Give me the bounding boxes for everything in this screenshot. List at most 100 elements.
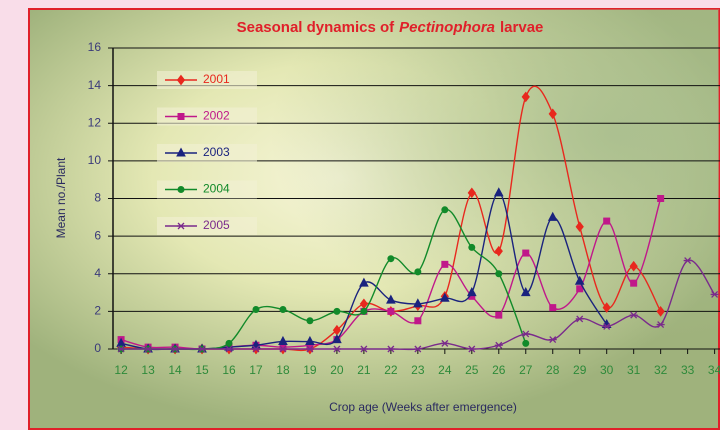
legend-background <box>157 144 257 162</box>
marker <box>495 270 503 278</box>
legend-label: 2005 <box>203 218 230 232</box>
marker <box>468 243 476 251</box>
marker <box>630 279 638 287</box>
x-tick-label: 29 <box>573 363 587 377</box>
chart-title: Seasonal dynamics of Pectinophora larvae <box>237 19 544 36</box>
title-part: larvae <box>500 19 543 36</box>
legend-background <box>157 107 257 126</box>
marker <box>413 345 422 353</box>
marker <box>629 311 638 319</box>
x-tick-label: 14 <box>168 363 182 377</box>
x-tick-label: 32 <box>654 363 668 377</box>
marker <box>306 317 314 325</box>
marker <box>656 306 665 317</box>
marker <box>494 245 503 257</box>
marker <box>359 277 369 287</box>
title-part: Pectinophora <box>399 19 495 36</box>
marker <box>603 217 611 225</box>
marker <box>495 311 503 319</box>
marker <box>144 345 153 353</box>
marker <box>467 345 476 353</box>
marker <box>522 339 530 347</box>
marker <box>629 260 638 272</box>
x-tick-label: 16 <box>222 363 236 377</box>
x-tick-label: 22 <box>384 363 398 377</box>
x-tick-label: 15 <box>195 363 209 377</box>
marker <box>413 298 423 308</box>
marker <box>467 187 476 199</box>
marker <box>360 307 368 315</box>
marker <box>439 292 450 302</box>
marker <box>171 345 180 353</box>
marker <box>574 275 585 285</box>
marker <box>225 339 233 347</box>
marker <box>278 335 288 345</box>
marker <box>602 322 611 330</box>
x-axis-label: Crop age (Weeks after emergence) <box>329 400 517 414</box>
title-part: Seasonal dynamics of <box>237 19 396 36</box>
x-tick-label: 26 <box>492 363 506 377</box>
x-tick-label: 33 <box>681 363 695 377</box>
x-tick-label: 31 <box>627 363 641 377</box>
marker <box>548 336 557 344</box>
y-tick-label: 6 <box>94 228 101 242</box>
legend-label: 2003 <box>203 145 230 159</box>
marker <box>359 345 368 353</box>
marker <box>279 305 287 313</box>
marker <box>656 321 665 329</box>
marker <box>657 195 665 202</box>
y-tick-label: 12 <box>88 115 102 129</box>
marker <box>521 91 530 103</box>
legend-background <box>157 217 257 235</box>
marker <box>575 315 584 323</box>
marker <box>549 304 557 312</box>
marker <box>333 307 341 315</box>
marker <box>440 339 449 347</box>
y-tick-label: 16 <box>88 40 102 54</box>
legend-marker <box>177 186 185 193</box>
marker <box>466 287 477 297</box>
x-tick-label: 34 <box>708 363 720 377</box>
marker <box>521 330 530 338</box>
x-tick-label: 27 <box>519 363 533 377</box>
marker <box>522 249 530 257</box>
marker <box>387 307 395 315</box>
marker <box>305 345 314 353</box>
marker <box>520 287 531 297</box>
marker <box>251 345 260 353</box>
legend-marker <box>177 222 185 230</box>
marker <box>305 335 315 345</box>
legend-label: 2002 <box>203 109 230 123</box>
x-tick-label: 25 <box>465 363 479 377</box>
marker <box>387 255 395 263</box>
legend-marker <box>177 113 185 120</box>
marker <box>710 290 719 298</box>
marker <box>576 285 584 293</box>
x-tick-label: 30 <box>600 363 614 377</box>
x-tick-label: 17 <box>249 363 263 377</box>
y-tick-label: 2 <box>94 304 101 318</box>
marker <box>386 345 395 353</box>
marker <box>602 302 611 313</box>
y-axis-label: Mean no./Plant <box>54 157 68 238</box>
marker <box>332 345 341 353</box>
marker <box>441 206 449 214</box>
x-tick-label: 19 <box>303 363 317 377</box>
marker <box>414 317 422 325</box>
legend-background <box>157 180 257 199</box>
marker <box>332 334 342 344</box>
marker <box>225 345 234 353</box>
x-tick-label: 28 <box>546 363 560 377</box>
legend-background <box>157 71 257 89</box>
marker <box>414 268 422 276</box>
y-tick-label: 8 <box>94 191 101 205</box>
y-tick-label: 4 <box>94 266 101 280</box>
marker <box>575 221 584 233</box>
marker <box>493 187 504 197</box>
marker <box>547 211 558 221</box>
legend-label: 2001 <box>203 72 230 86</box>
marker <box>386 294 396 304</box>
x-tick-label: 21 <box>357 363 371 377</box>
marker <box>683 257 692 265</box>
